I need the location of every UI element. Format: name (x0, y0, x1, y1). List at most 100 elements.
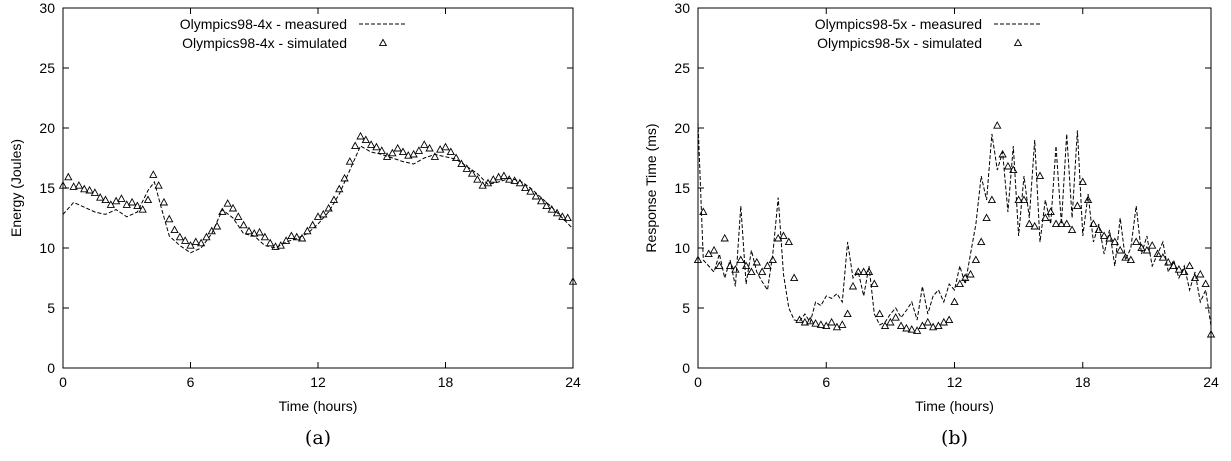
simulated-point (441, 142, 450, 151)
simulated-point (1110, 237, 1119, 246)
simulated-point (1174, 265, 1184, 273)
simulated-point (473, 175, 482, 183)
simulated-point (276, 241, 285, 249)
simulated-point (531, 191, 540, 200)
simulated-point (1035, 171, 1045, 180)
simulated-point (494, 172, 503, 181)
simulated-point (1132, 237, 1141, 246)
y-tick-label: 30 (39, 0, 55, 16)
y-tick-label: 25 (674, 60, 690, 76)
simulated-point (1051, 219, 1061, 228)
x-tick-label: 0 (59, 374, 67, 390)
simulated-point (446, 147, 455, 156)
simulated-point (414, 146, 424, 154)
simulated-point (699, 207, 708, 216)
simulated-point (752, 257, 761, 266)
simulated-point (457, 159, 466, 168)
x-tick-label: 6 (187, 374, 195, 390)
y-axis-label: Energy (Joules) (8, 139, 24, 237)
simulated-point (950, 297, 959, 306)
simulated-point (568, 277, 578, 285)
simulated-point (982, 213, 991, 222)
simulated-point (944, 315, 954, 324)
y-tick-label: 25 (39, 60, 55, 76)
simulated-point (720, 233, 729, 242)
simulated-point (345, 157, 355, 165)
simulated-point (1073, 201, 1082, 210)
simulated-point (271, 242, 280, 250)
simulated-point (552, 208, 562, 217)
simulated-point (186, 241, 195, 249)
simulated-point (1206, 329, 1216, 338)
y-tick-label: 20 (674, 120, 690, 136)
simulated-point (521, 183, 530, 192)
simulated-point (260, 232, 270, 241)
simulated-point (1190, 273, 1200, 282)
x-tick-label: 24 (1203, 374, 1219, 390)
simulated-point (768, 255, 777, 264)
simulated-point (816, 320, 826, 328)
simulated-point (451, 153, 461, 162)
simulated-point (832, 322, 842, 331)
simulated-point (133, 201, 142, 210)
y-tick-label: 0 (47, 360, 55, 376)
simulated-point (795, 315, 804, 324)
simulated-point (266, 238, 275, 247)
simulated-point (773, 233, 783, 242)
x-tick-label: 12 (310, 374, 326, 390)
simulated-point (292, 232, 301, 241)
simulated-point (154, 181, 163, 189)
chart-panel-b: 0 5 10 15 20 25 30 0 6 12 18 24 Time (hours) Response… (643, 0, 1219, 449)
simulated-point (356, 131, 365, 140)
y-tick-label: 30 (674, 0, 690, 16)
simulated-point (971, 255, 981, 264)
y-tick-label: 15 (674, 180, 690, 196)
simulated-point (923, 317, 932, 326)
x-tick-label: 0 (694, 374, 702, 390)
simulated-point (313, 212, 323, 220)
x-tick-label: 6 (822, 374, 830, 390)
simulated-point (340, 173, 349, 182)
simulated-point (784, 237, 794, 246)
legend-swatch-marker (1013, 38, 1023, 47)
simulated-point (366, 140, 376, 148)
simulated-point (822, 321, 831, 330)
x-axis-label: Time (hours) (279, 398, 358, 414)
simulated-point (693, 255, 703, 264)
simulated-point (505, 175, 514, 183)
simulated-point (1105, 233, 1114, 242)
simulated-point (69, 182, 78, 190)
simulated-point (1115, 245, 1125, 254)
simulated-point (202, 232, 211, 241)
simulated-point (165, 214, 174, 223)
simulated-point (547, 205, 556, 213)
simulated-point (1083, 195, 1093, 204)
simulated-point (1099, 231, 1109, 240)
simulated-point (409, 149, 418, 158)
simulated-point (351, 141, 360, 150)
simulated-point (329, 195, 339, 204)
simulated-point (704, 249, 713, 258)
y-tick-label: 5 (682, 300, 690, 316)
simulated-point (510, 176, 519, 184)
chart-panel-a: 0 5 10 15 20 25 30 0 6 12 18 24 Time (hours) Energy (… (8, 0, 581, 449)
simulated-point (1164, 257, 1173, 266)
simulated-point (1137, 243, 1146, 252)
y-tick-label: 20 (39, 120, 55, 136)
simulated-point (848, 281, 858, 290)
simulated-point (1201, 279, 1210, 288)
simulated-point (404, 151, 413, 159)
panel-caption: (b) (941, 427, 968, 449)
simulated-point (1148, 241, 1157, 249)
simulated-point (1019, 195, 1029, 204)
y-axis-label: Response Time (ms) (643, 123, 659, 252)
simulated-point (977, 237, 986, 246)
simulated-point (790, 273, 799, 282)
legend-entry-label: Olympics98-4x - measured (180, 16, 347, 32)
simulated-point (324, 203, 333, 212)
simulated-point (96, 193, 105, 201)
simulated-point (361, 135, 370, 144)
simulated-point (420, 140, 429, 148)
x-axis-label: Time (hours) (915, 398, 994, 414)
